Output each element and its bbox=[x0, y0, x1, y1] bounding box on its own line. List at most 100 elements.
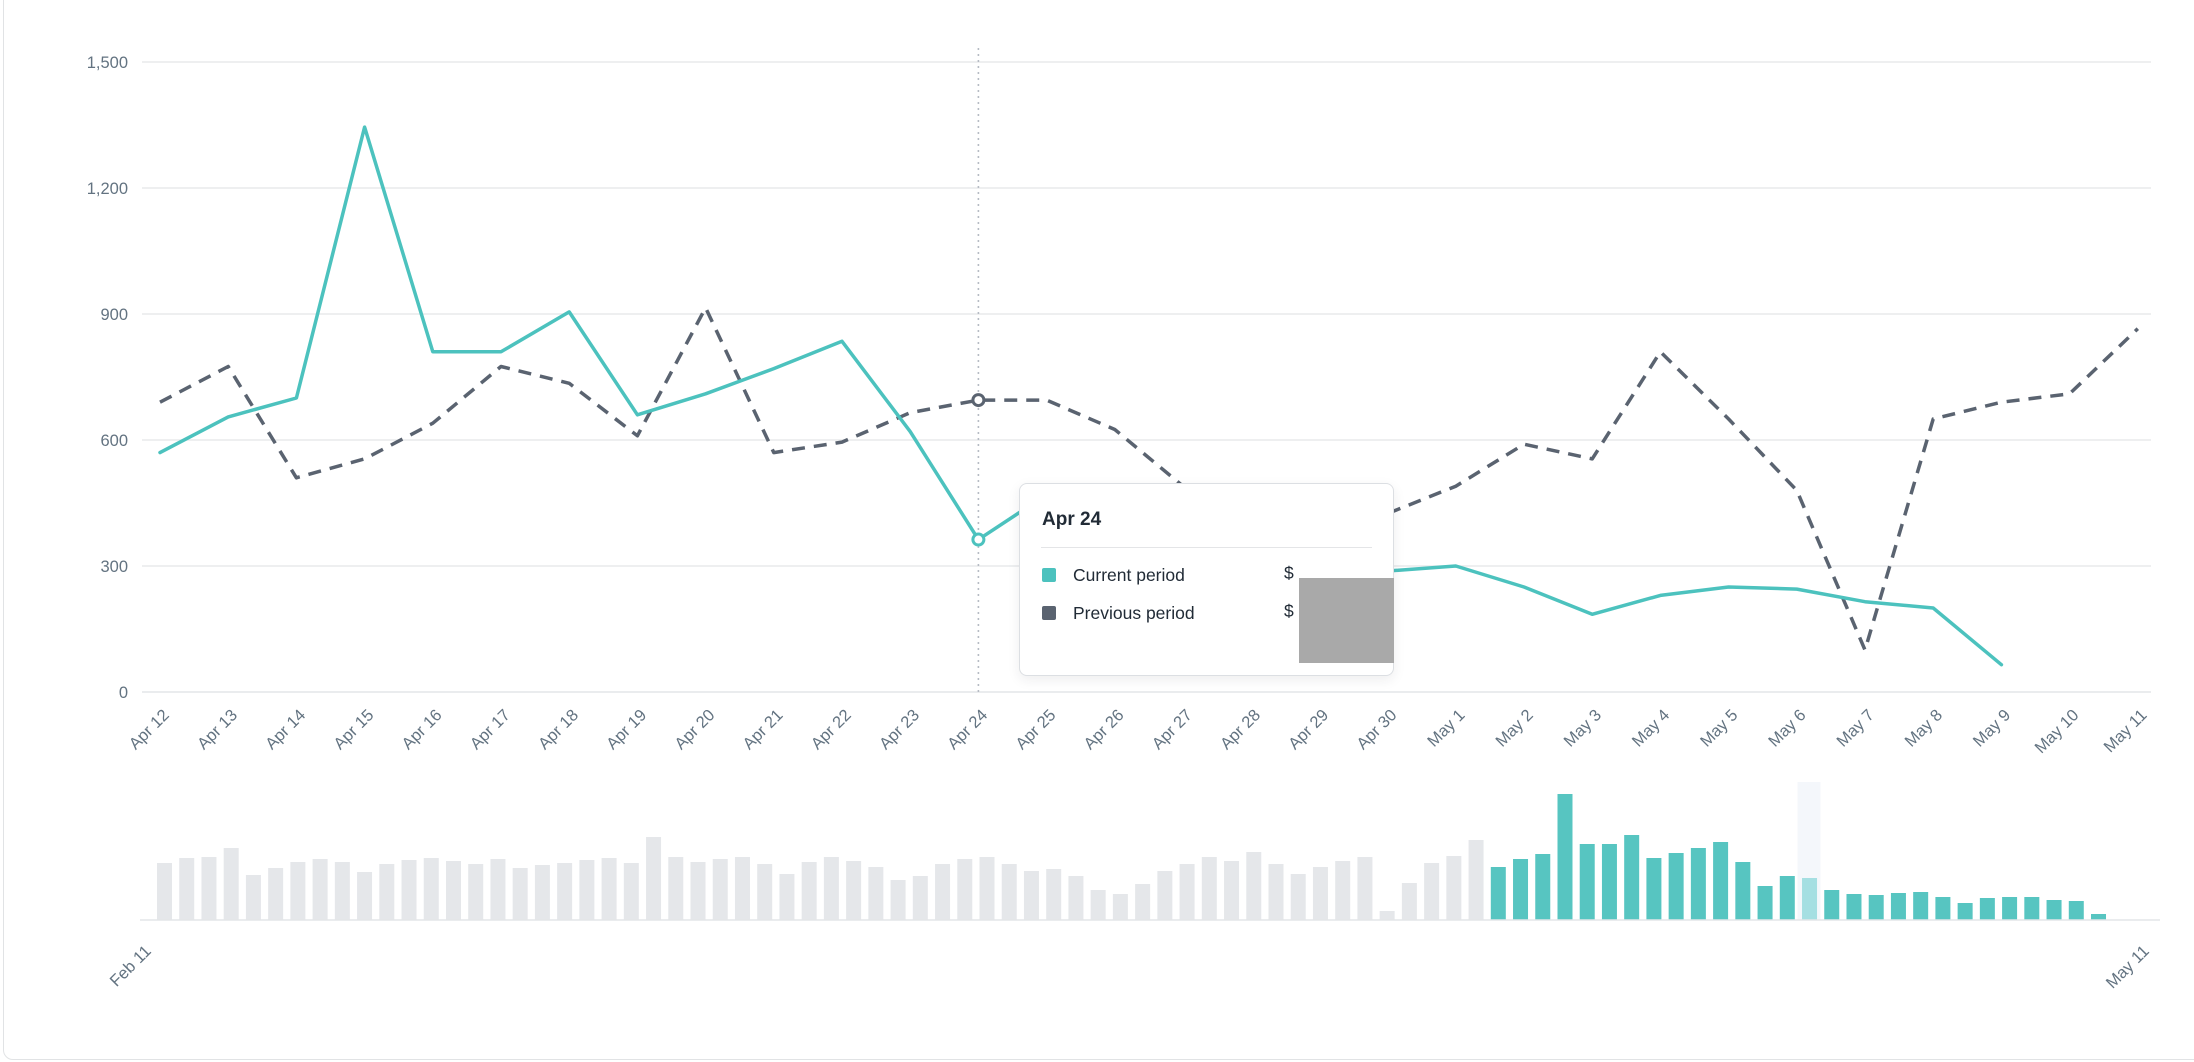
mini-bar[interactable] bbox=[157, 863, 172, 920]
mini-bar[interactable] bbox=[557, 863, 573, 920]
mini-bar[interactable] bbox=[846, 861, 862, 920]
mini-bar[interactable] bbox=[646, 837, 662, 920]
mini-bar-selected[interactable] bbox=[1824, 890, 1840, 920]
mini-bar[interactable] bbox=[1290, 874, 1306, 920]
mini-bar-selected[interactable] bbox=[2002, 897, 2018, 920]
mini-bar[interactable] bbox=[423, 858, 439, 920]
mini-bar[interactable] bbox=[823, 857, 839, 920]
mini-bar[interactable] bbox=[979, 857, 995, 920]
mini-bar[interactable] bbox=[690, 862, 706, 920]
mini-bar[interactable] bbox=[1335, 861, 1351, 920]
mini-bar-selected[interactable] bbox=[2024, 897, 2040, 920]
mini-bar[interactable] bbox=[379, 864, 395, 920]
y-axis-tick-label: 1,500 bbox=[87, 54, 128, 72]
mini-bar[interactable] bbox=[623, 863, 639, 920]
mini-bar-selected[interactable] bbox=[1513, 859, 1529, 920]
mini-bar[interactable] bbox=[712, 859, 728, 920]
mini-bar[interactable] bbox=[179, 858, 195, 920]
mini-bar-selected[interactable] bbox=[1690, 848, 1706, 920]
mini-bar[interactable] bbox=[668, 857, 684, 920]
current-period-label: Current period bbox=[1073, 564, 1185, 585]
mini-bar[interactable] bbox=[445, 861, 461, 920]
mini-bar-selected[interactable] bbox=[1624, 835, 1640, 920]
mini-bar-selected[interactable] bbox=[2091, 914, 2107, 920]
mini-bar-selected[interactable] bbox=[1779, 876, 1795, 920]
mini-bar[interactable] bbox=[468, 864, 484, 920]
mini-bar[interactable] bbox=[401, 860, 417, 920]
x-axis-tick-label: Apr 15 bbox=[330, 706, 377, 753]
mini-bar[interactable] bbox=[1179, 864, 1195, 920]
mini-bar[interactable] bbox=[1157, 871, 1173, 920]
sales-over-time-line-chart[interactable]: 0 300 600 900 1,200 1,500 Apr 12 Apr 13 Apr 14 Ap… bbox=[0, 0, 2194, 780]
mini-bar-selected[interactable] bbox=[1890, 893, 1906, 920]
chart-tooltip: Apr 24 Current period $ Previous period … bbox=[1019, 483, 1394, 676]
mini-bar[interactable] bbox=[757, 864, 773, 920]
mini-bar[interactable] bbox=[1068, 876, 1084, 920]
x-axis-tick-label: Apr 14 bbox=[262, 706, 309, 753]
mini-bar[interactable] bbox=[890, 880, 906, 920]
mini-bar[interactable] bbox=[1401, 883, 1417, 920]
tooltip-divider bbox=[1041, 547, 1372, 548]
mini-bar-selected[interactable] bbox=[1490, 867, 1506, 920]
x-axis-tick-label: Apr 13 bbox=[194, 706, 241, 753]
mini-bar-selected[interactable] bbox=[1913, 892, 1929, 920]
mini-bar[interactable] bbox=[1001, 864, 1017, 920]
x-axis-tick-label: May 7 bbox=[1833, 706, 1878, 751]
mini-bar[interactable] bbox=[490, 859, 506, 920]
mini-bar[interactable] bbox=[1135, 884, 1151, 920]
mini-bar-selected[interactable] bbox=[2068, 901, 2084, 920]
mini-bar-selected[interactable] bbox=[1846, 894, 1862, 920]
mini-bar[interactable] bbox=[334, 862, 350, 920]
mini-bar-selected[interactable] bbox=[1668, 853, 1684, 920]
mini-bar[interactable] bbox=[779, 874, 795, 920]
mini-bar[interactable] bbox=[801, 862, 817, 920]
tooltip-row-current: Current period $ bbox=[1042, 562, 1371, 588]
mini-bar[interactable] bbox=[512, 868, 528, 920]
mini-bar-selected[interactable] bbox=[1646, 858, 1662, 920]
mini-bar[interactable] bbox=[1224, 861, 1240, 920]
mini-bar[interactable] bbox=[1046, 869, 1062, 920]
mini-bar[interactable] bbox=[1446, 856, 1462, 920]
mini-bar[interactable] bbox=[223, 848, 239, 920]
mini-bar[interactable] bbox=[1090, 890, 1106, 920]
mini-bar[interactable] bbox=[601, 858, 617, 920]
mini-bar-selected[interactable] bbox=[1979, 898, 1995, 920]
mini-bar[interactable] bbox=[1468, 840, 1484, 920]
mini-bar[interactable] bbox=[245, 875, 261, 920]
mini-bar[interactable] bbox=[1112, 894, 1128, 920]
mini-bar-selected[interactable] bbox=[1757, 886, 1773, 920]
mini-bar[interactable] bbox=[268, 868, 284, 920]
mini-bar[interactable] bbox=[290, 862, 306, 920]
mini-bar[interactable] bbox=[1268, 864, 1284, 920]
mini-bar-selected[interactable] bbox=[1557, 794, 1573, 920]
mini-bar[interactable] bbox=[1379, 911, 1395, 920]
mini-bar[interactable] bbox=[912, 876, 928, 920]
mini-bar-selected[interactable] bbox=[1579, 844, 1595, 920]
mini-bar-selected[interactable] bbox=[2046, 900, 2062, 920]
mini-bar[interactable] bbox=[1201, 857, 1217, 920]
mini-bar[interactable] bbox=[1246, 852, 1262, 920]
mini-bar-selected[interactable] bbox=[1535, 854, 1551, 920]
date-range-selector[interactable]: Feb 11 May 11 bbox=[0, 780, 2194, 1062]
mini-bar-selected[interactable] bbox=[1601, 844, 1617, 920]
mini-bar[interactable] bbox=[312, 859, 328, 920]
mini-bar[interactable] bbox=[1023, 871, 1039, 920]
mini-bar-selected[interactable] bbox=[1713, 842, 1729, 920]
mini-bar[interactable] bbox=[534, 865, 550, 920]
mini-bar-selected[interactable] bbox=[1735, 862, 1751, 920]
mini-bar[interactable] bbox=[579, 860, 595, 920]
mini-bar-selected[interactable] bbox=[1802, 878, 1818, 920]
mini-bar[interactable] bbox=[201, 857, 217, 920]
mini-bar-selected[interactable] bbox=[1868, 895, 1884, 920]
y-axis-tick-label: 300 bbox=[100, 558, 128, 576]
mini-bar[interactable] bbox=[1357, 857, 1373, 920]
mini-bar[interactable] bbox=[1424, 863, 1440, 920]
mini-bar[interactable] bbox=[957, 859, 973, 920]
mini-bar[interactable] bbox=[868, 867, 884, 920]
mini-bar-selected[interactable] bbox=[1957, 903, 1973, 920]
mini-bar[interactable] bbox=[734, 857, 750, 920]
mini-bar[interactable] bbox=[357, 872, 373, 920]
mini-bar[interactable] bbox=[1312, 867, 1328, 920]
mini-bar[interactable] bbox=[935, 864, 951, 920]
mini-bar-selected[interactable] bbox=[1935, 897, 1951, 920]
